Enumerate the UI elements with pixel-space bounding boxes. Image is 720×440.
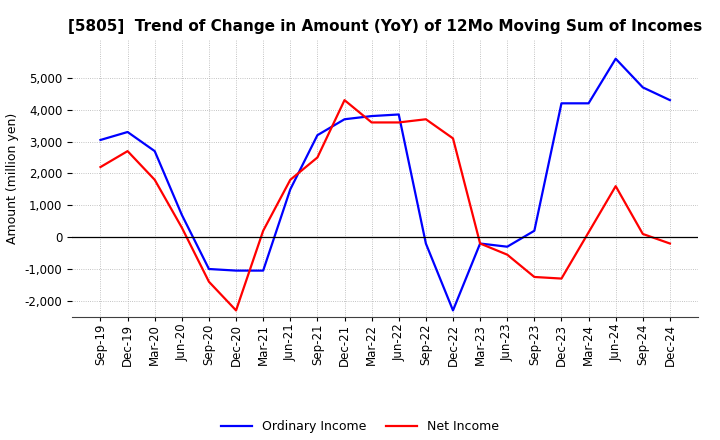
Net Income [178, 225, 186, 230]
Net Income [204, 279, 213, 284]
Ordinary Income [150, 148, 159, 154]
Title: [5805]  Trend of Change in Amount (YoY) of 12Mo Moving Sum of Incomes: [5805] Trend of Change in Amount (YoY) o… [68, 19, 702, 34]
Ordinary Income [611, 56, 620, 61]
Y-axis label: Amount (million yen): Amount (million yen) [6, 113, 19, 244]
Ordinary Income [503, 244, 511, 249]
Ordinary Income [476, 241, 485, 246]
Ordinary Income [232, 268, 240, 273]
Line: Ordinary Income: Ordinary Income [101, 59, 670, 311]
Net Income [503, 252, 511, 257]
Ordinary Income [286, 187, 294, 192]
Ordinary Income [259, 268, 268, 273]
Ordinary Income [367, 114, 376, 119]
Net Income [449, 136, 457, 141]
Ordinary Income [557, 101, 566, 106]
Net Income [584, 230, 593, 235]
Ordinary Income [395, 112, 403, 117]
Net Income [639, 231, 647, 237]
Net Income [421, 117, 430, 122]
Ordinary Income [204, 266, 213, 271]
Ordinary Income [178, 212, 186, 217]
Net Income [665, 241, 674, 246]
Net Income [611, 183, 620, 189]
Ordinary Income [96, 137, 105, 143]
Line: Net Income: Net Income [101, 100, 670, 311]
Ordinary Income [584, 101, 593, 106]
Net Income [123, 148, 132, 154]
Ordinary Income [665, 98, 674, 103]
Net Income [367, 120, 376, 125]
Ordinary Income [421, 241, 430, 246]
Net Income [395, 120, 403, 125]
Net Income [476, 241, 485, 246]
Net Income [286, 177, 294, 183]
Net Income [530, 274, 539, 279]
Ordinary Income [530, 228, 539, 233]
Net Income [313, 155, 322, 160]
Net Income [341, 98, 349, 103]
Ordinary Income [123, 129, 132, 135]
Net Income [150, 177, 159, 183]
Net Income [259, 228, 268, 233]
Ordinary Income [639, 85, 647, 90]
Ordinary Income [449, 308, 457, 313]
Net Income [557, 276, 566, 281]
Ordinary Income [341, 117, 349, 122]
Net Income [96, 165, 105, 170]
Legend: Ordinary Income, Net Income: Ordinary Income, Net Income [216, 415, 504, 438]
Ordinary Income [313, 132, 322, 138]
Net Income [232, 308, 240, 313]
